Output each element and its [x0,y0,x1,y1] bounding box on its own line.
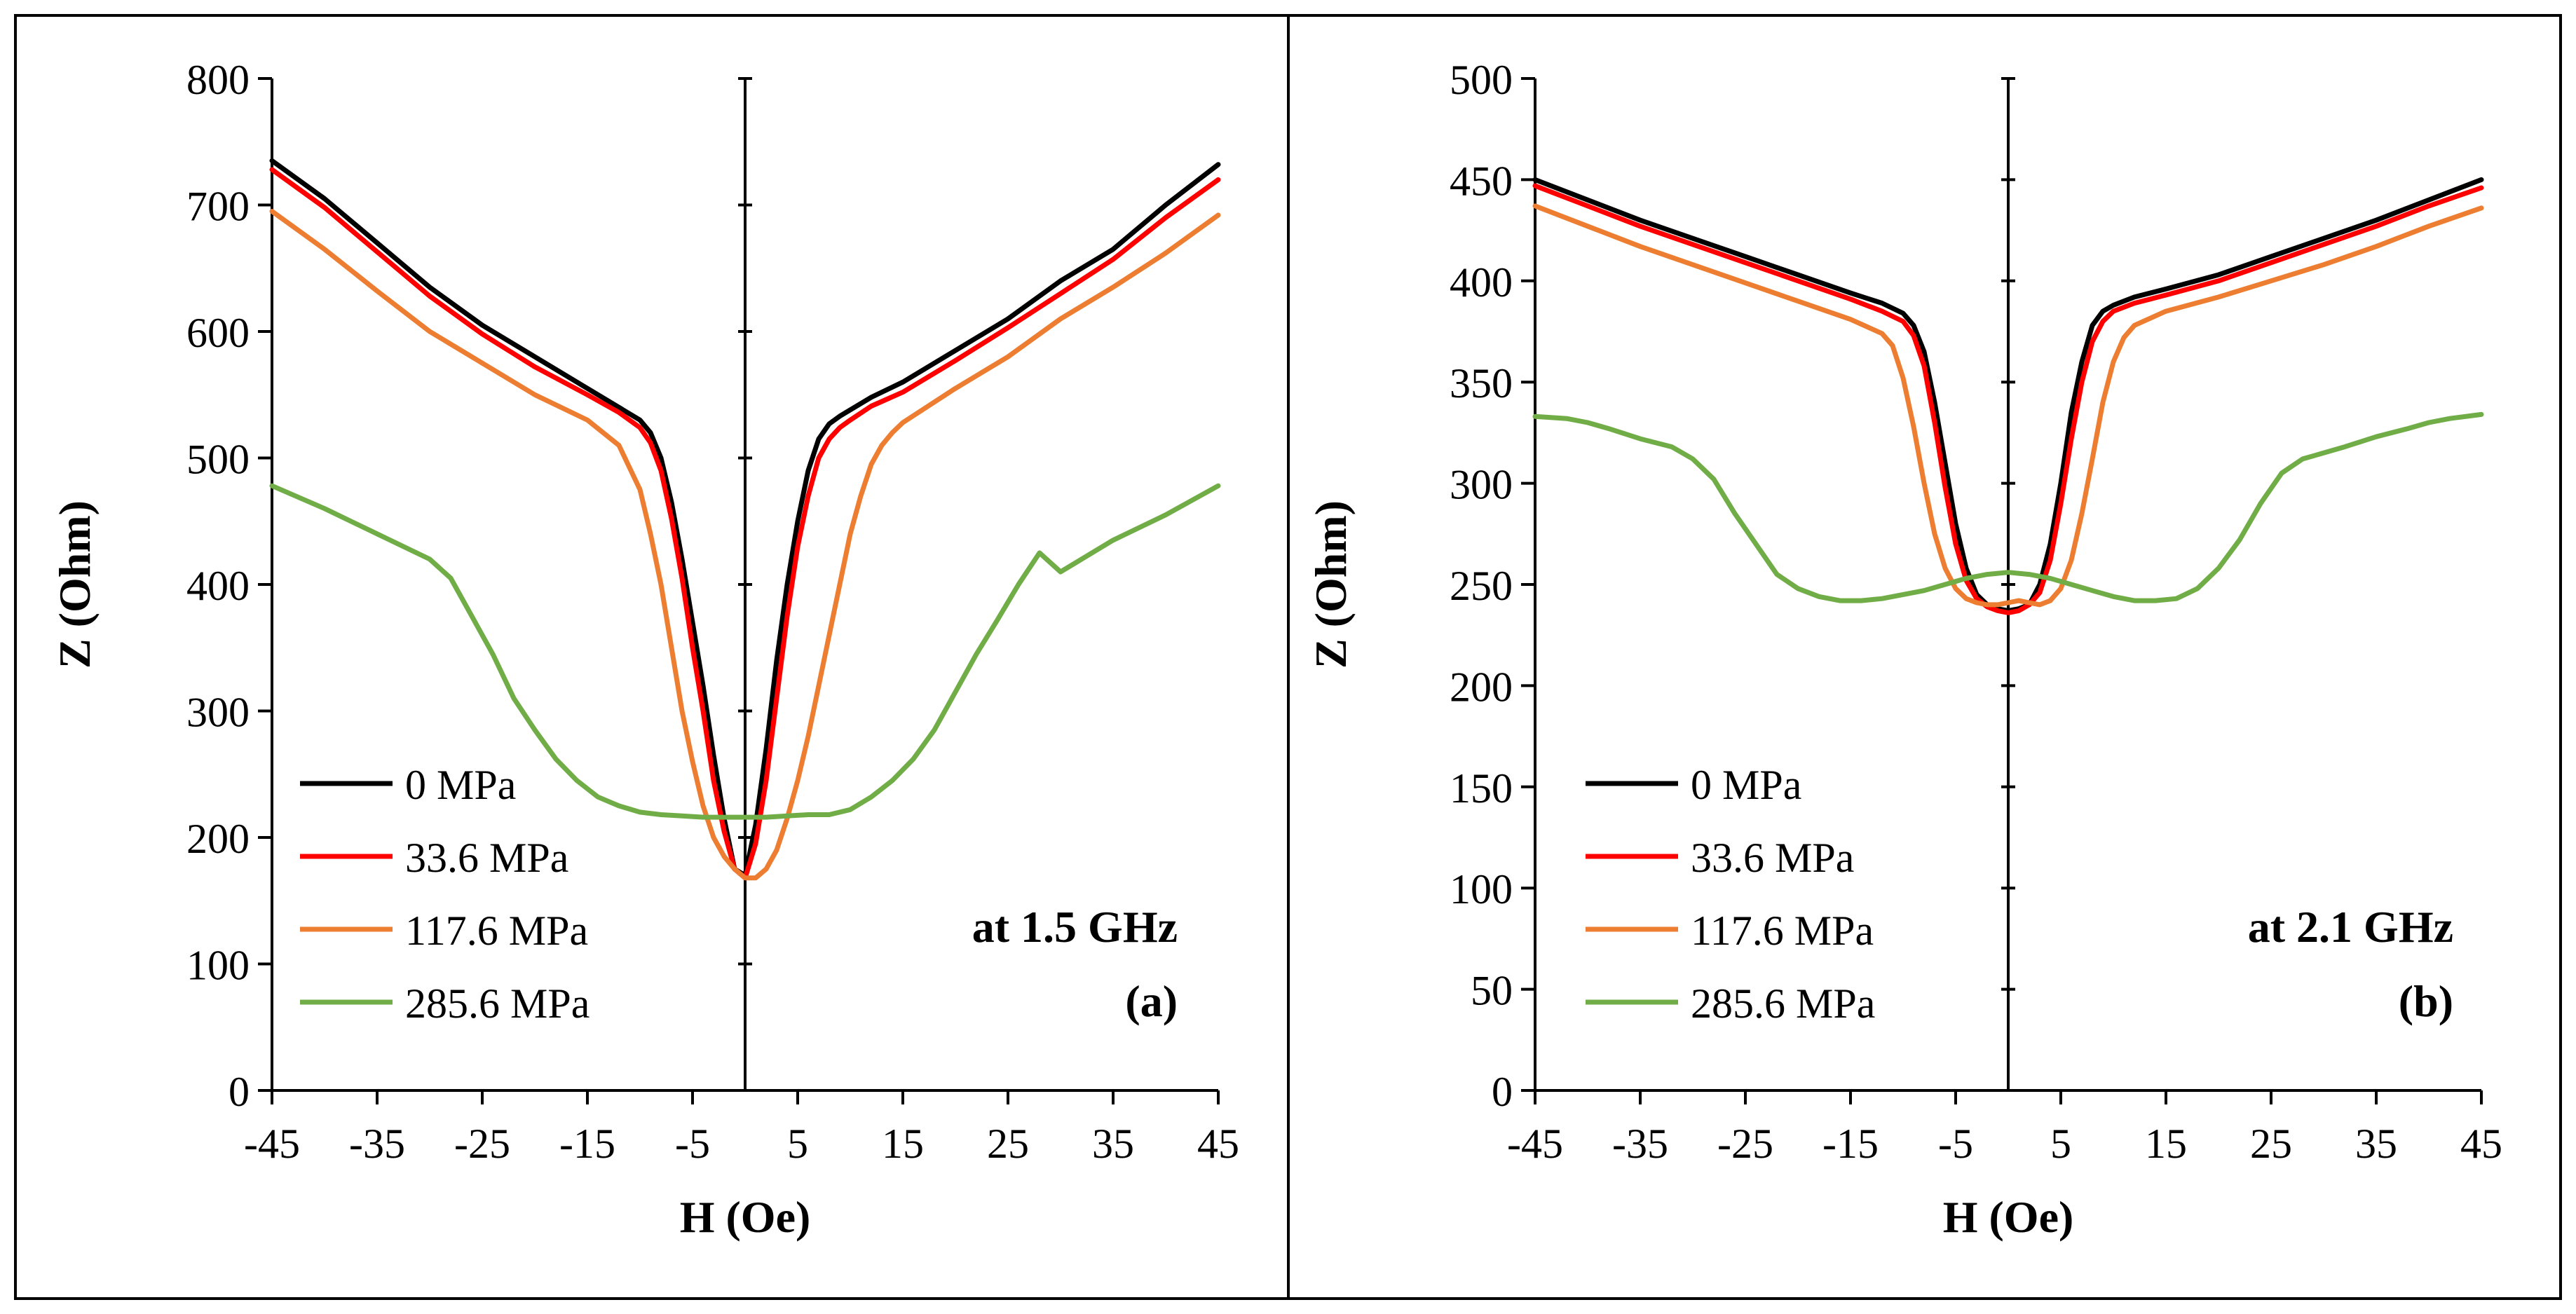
x-axis-title: H (Oe) [1943,1192,2074,1242]
legend-label-1: 33.6 MPa [1691,835,1854,881]
y-tick-label: 250 [1450,563,1513,609]
y-tick-label: 500 [1450,57,1513,103]
x-tick-label: 45 [1197,1121,1239,1167]
legend-label-2: 117.6 MPa [405,908,588,954]
y-tick-label: 100 [1450,866,1513,912]
series-line-2 [1532,203,2484,608]
x-tick-label: 25 [2250,1121,2292,1167]
y-tick-label: 450 [1450,158,1513,204]
x-tick-label: -35 [1612,1121,1668,1167]
x-tick-label: -25 [1717,1121,1773,1167]
y-tick-label: 100 [186,943,250,989]
panel-b: 0 50 100 150 200 250 300 350 400 450 500 -45 -35 -25 -… [1306,57,2502,1242]
panel-a: 0 100 200 300 400 500 600 700 800 -45 -35 -25 -15 -5 5… [50,57,1239,1242]
y-tick-label: 500 [186,437,250,483]
legend-label-2: 117.6 MPa [1691,908,1874,954]
series-line-2 [269,209,1221,881]
legend-label-3: 285.6 MPa [1691,980,1875,1027]
y-tick-label: 300 [186,690,250,736]
legend-label-1: 33.6 MPa [405,835,568,881]
panel-label: (a) [1125,976,1178,1026]
y-tick-label: 0 [1492,1069,1513,1115]
y-tick-label: 300 [1450,462,1513,508]
y-axis-title: Z (Ohm) [50,500,100,669]
x-tick-label: 15 [882,1121,924,1167]
y-tick-label: 700 [186,184,250,230]
legend-label-0: 0 MPa [405,762,516,808]
y-tick-label: 200 [1450,664,1513,710]
y-tick-label: 600 [186,310,250,356]
frequency-annotation: at 1.5 GHz [972,902,1178,952]
y-tick-label: 50 [1471,968,1513,1014]
y-tick-label: 800 [186,57,250,103]
x-tick-label: -15 [1822,1121,1879,1167]
legend-label-3: 285.6 MPa [405,980,590,1027]
y-tick-label: 400 [186,563,250,609]
legend-label-0: 0 MPa [1691,762,1801,808]
y-tick-label: 400 [1450,259,1513,306]
frequency-annotation: at 2.1 GHz [2248,902,2453,952]
y-tick-label: 200 [186,816,250,862]
y-tick-label: 0 [229,1069,250,1115]
y-tick-label: 350 [1450,360,1513,406]
x-tick-label: -45 [244,1121,300,1167]
y-axis-title: Z (Ohm) [1306,500,1356,669]
x-tick-label: 5 [787,1121,808,1167]
x-tick-label: 45 [2460,1121,2502,1167]
x-tick-label: 25 [987,1121,1029,1167]
series-line-3 [1532,411,2484,603]
series-line-3 [269,483,1221,820]
x-tick-label: -5 [1938,1121,1973,1167]
x-tick-label: 35 [2355,1121,2397,1167]
x-tick-label: -35 [349,1121,405,1167]
x-tick-label: 5 [2050,1121,2071,1167]
y-tick-label: 150 [1450,765,1513,812]
x-tick-label: -5 [675,1121,710,1167]
x-tick-label: -45 [1507,1121,1563,1167]
x-tick-label: 35 [1092,1121,1134,1167]
x-tick-label: -15 [559,1121,615,1167]
x-axis-title: H (Oe) [680,1192,811,1242]
x-tick-label: 15 [2145,1121,2187,1167]
x-tick-label: -25 [454,1121,510,1167]
series-line-1 [1532,183,2484,615]
panel-label: (b) [2399,976,2453,1026]
